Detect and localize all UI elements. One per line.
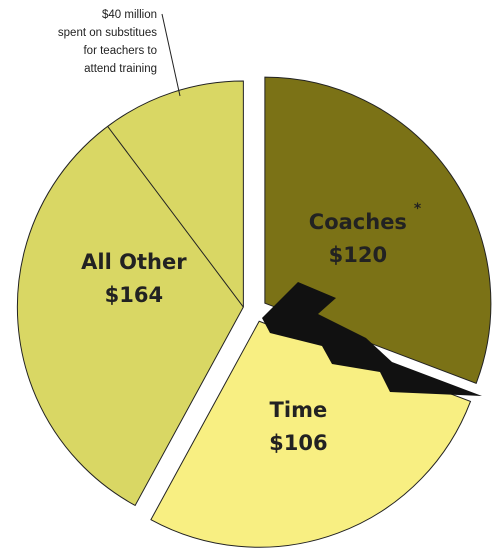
slices: [16, 76, 492, 548]
asterisk: *: [414, 201, 422, 217]
annotation: $40 million: [102, 9, 157, 21]
pie-slice: [16, 80, 244, 507]
annotation: spent on substitues: [58, 27, 157, 39]
annotation: attend training: [84, 63, 157, 75]
annotation-pointer: [161, 13, 181, 97]
sub-slice-divider: [107, 126, 244, 308]
lightning-bolt: [262, 282, 482, 396]
slice-value: $164: [105, 283, 163, 307]
annotation: for teachers to: [83, 45, 157, 57]
slice-label: All Other: [81, 250, 187, 274]
labels: Coaches * $120 Time $106 All Other $164 $40 mil…: [58, 9, 422, 455]
slice-value: $106: [269, 431, 327, 455]
slice-value: $120: [329, 243, 387, 267]
slice-label: Coaches: [309, 210, 407, 234]
slice-label: Time: [270, 398, 328, 422]
